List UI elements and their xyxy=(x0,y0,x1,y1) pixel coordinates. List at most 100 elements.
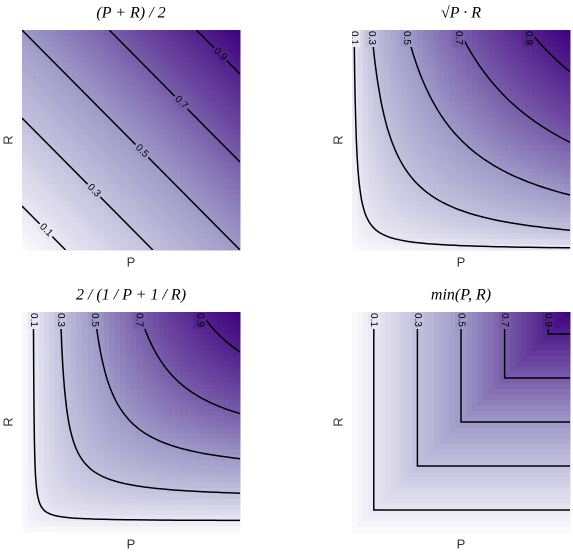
heat-cell xyxy=(196,350,203,357)
heat-cell xyxy=(38,477,45,484)
heat-cell xyxy=(493,222,500,229)
heat-cell xyxy=(362,460,369,467)
heat-cell xyxy=(185,394,192,401)
heat-cell xyxy=(27,112,34,119)
heat-cell xyxy=(218,510,225,517)
heat-cell xyxy=(417,129,424,136)
heat-cell xyxy=(22,515,29,522)
heat-cell xyxy=(120,101,127,108)
heat-cell xyxy=(65,173,72,180)
heat-cell xyxy=(152,211,159,218)
heat-cell xyxy=(125,79,132,86)
heat-cell xyxy=(362,239,369,246)
heat-cell xyxy=(131,123,138,130)
heat-cell xyxy=(180,449,187,456)
heat-cell xyxy=(120,167,127,174)
heat-cell xyxy=(196,107,203,114)
heat-cell xyxy=(180,140,187,147)
heat-cell xyxy=(411,134,418,141)
heat-cell xyxy=(466,68,473,75)
heat-cell xyxy=(169,162,176,169)
heat-cell xyxy=(461,96,468,103)
heat-cell xyxy=(234,449,241,456)
heat-cell xyxy=(190,521,197,528)
heat-cell xyxy=(125,211,132,218)
heat-cell xyxy=(471,85,478,92)
heat-cell xyxy=(395,112,402,119)
heat-cell xyxy=(87,488,94,495)
heat-cell xyxy=(163,389,170,396)
heat-cell xyxy=(125,433,132,440)
heat-cell xyxy=(515,90,522,97)
heat-cell xyxy=(185,184,192,191)
heat-cell xyxy=(98,367,105,374)
heat-cell xyxy=(390,222,397,229)
heat-cell xyxy=(357,57,364,64)
heat-cell xyxy=(22,499,29,506)
heat-cell xyxy=(207,112,214,119)
heat-cell xyxy=(390,178,397,185)
heat-cell xyxy=(411,85,418,92)
heat-cell xyxy=(169,206,176,213)
heat-cell xyxy=(49,239,56,246)
heat-cell xyxy=(180,68,187,75)
heat-cell xyxy=(395,140,402,147)
heat-cell xyxy=(185,400,192,407)
heat-cell xyxy=(27,178,34,185)
heat-cell xyxy=(439,156,446,163)
heat-cell xyxy=(461,63,468,70)
heat-cell xyxy=(81,488,88,495)
heat-cell xyxy=(92,438,99,445)
heat-cell xyxy=(439,101,446,108)
heat-cell xyxy=(515,101,522,108)
heat-cell xyxy=(401,74,408,81)
heat-cell xyxy=(417,151,424,158)
heat-cell xyxy=(229,438,236,445)
heat-cell xyxy=(147,206,154,213)
heat-cell xyxy=(368,162,375,169)
heatmap xyxy=(22,312,241,533)
heat-cell xyxy=(27,134,34,141)
heat-cell xyxy=(201,228,208,235)
heat-cell xyxy=(131,438,138,445)
heat-cell xyxy=(114,79,121,86)
heat-cell xyxy=(471,206,478,213)
heat-cell xyxy=(114,416,121,423)
heat-cell xyxy=(60,499,67,506)
heat-cell xyxy=(439,167,446,174)
heat-cell xyxy=(207,510,214,517)
heat-cell xyxy=(98,416,105,423)
heat-cell xyxy=(49,140,56,147)
heat-cell xyxy=(22,112,29,119)
heat-cell xyxy=(444,118,451,125)
heat-cell xyxy=(207,57,214,64)
heat-cell xyxy=(109,449,116,456)
heat-cell xyxy=(92,63,99,70)
heat-cell xyxy=(477,244,484,251)
heat-cell xyxy=(169,151,176,158)
heat-cell xyxy=(368,101,375,108)
heat-cell xyxy=(38,85,45,92)
heat-cell xyxy=(65,211,72,218)
heat-cell xyxy=(201,162,208,169)
heat-cell xyxy=(357,482,364,489)
heat-cell xyxy=(223,79,230,86)
heat-cell xyxy=(510,123,517,130)
heat-cell xyxy=(466,118,473,125)
heat-cell xyxy=(450,74,457,81)
heat-cell xyxy=(548,184,555,191)
heat-cell xyxy=(212,455,219,462)
heat-cell xyxy=(477,85,484,92)
heat-cell xyxy=(510,178,517,185)
heat-cell xyxy=(103,195,110,202)
heat-cell xyxy=(169,328,176,335)
heat-cell xyxy=(152,510,159,517)
heat-cell xyxy=(515,96,522,103)
heat-cell xyxy=(49,101,56,108)
heat-cell xyxy=(54,107,61,114)
heat-cell xyxy=(526,162,533,169)
heat-cell xyxy=(76,167,83,174)
heat-cell xyxy=(223,372,230,379)
heat-cell xyxy=(71,312,78,319)
heat-cell xyxy=(482,57,489,64)
